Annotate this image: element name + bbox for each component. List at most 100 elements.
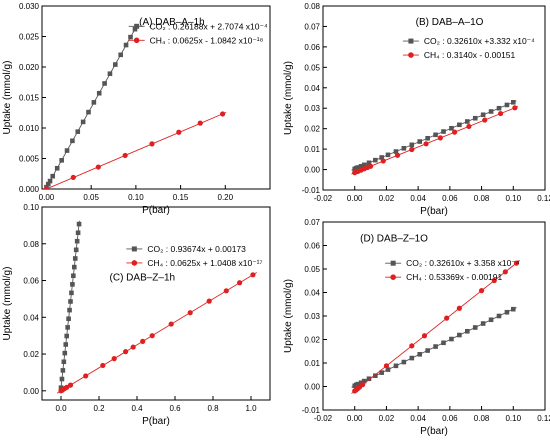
y-tick-label: 0.01 xyxy=(304,145,320,154)
ch4-legend-marker xyxy=(131,260,138,266)
y-tick-label: 0.015 xyxy=(19,94,40,103)
y-axis-label: Uptake (mmol/g) xyxy=(2,61,13,135)
ch4-data-point xyxy=(466,123,472,130)
x-tick-label: 0.02 xyxy=(379,414,395,423)
plot-area xyxy=(56,220,257,394)
co2-data-point xyxy=(379,155,384,160)
panel-d: -0.02 0.00 0.02 0.04 0.06 0.08 0.10 0.12 -0.01 0.… xyxy=(283,218,550,437)
co2-data-point xyxy=(59,376,65,382)
plot-frame xyxy=(41,206,271,401)
ch4-legend-label: CH₄ : 0.53369x - 0.00191 xyxy=(406,272,502,282)
ch4-data-point xyxy=(367,163,374,169)
ch4-data-point xyxy=(168,321,174,327)
plot-frame xyxy=(322,221,546,411)
co2-data-point xyxy=(59,158,64,163)
ch4-data-point xyxy=(43,186,50,189)
y-tick-label: 0.00 xyxy=(23,387,39,396)
co2-data-point xyxy=(379,370,384,375)
y-axis-label: Uptake (mmol/g) xyxy=(2,267,13,341)
ch4-data-point xyxy=(122,152,128,159)
y-tick-label: 0.05 xyxy=(304,265,320,274)
x-tick-label: 0.10 xyxy=(505,194,521,203)
ch4-data-point xyxy=(513,260,520,266)
co2-data-point xyxy=(496,105,502,111)
co2-data-point xyxy=(465,328,470,334)
co2-legend-label: CO₂ : 0.26188x + 2.7074 x10⁻⁴ xyxy=(150,21,268,31)
y-tick-label: 0.10 xyxy=(23,203,39,212)
x-tick-label: 0.02 xyxy=(379,194,395,203)
ch4-legend-label: CH₄ : 0.3140x - 0.00151 xyxy=(424,50,516,60)
co2-data-point xyxy=(510,306,516,312)
co2-data-point xyxy=(65,325,70,330)
ch4-legend-label: CH₄ : 0.0625x + 1.0408 x10⁻¹⁷ xyxy=(147,258,262,268)
ch4-data-point xyxy=(176,129,182,135)
ch4-data-point xyxy=(383,363,390,369)
co2-data-point xyxy=(355,165,361,170)
x-axis-label: P(bar) xyxy=(142,416,170,427)
ch4-data-point xyxy=(394,152,401,158)
y-tick-label: 0.06 xyxy=(304,242,320,251)
x-tick-label: 0.08 xyxy=(474,414,490,423)
panel-title: (D) DAB–Z–1O xyxy=(360,233,428,244)
co2-data-point xyxy=(73,247,79,253)
co2-data-point xyxy=(361,378,367,384)
co2-legend-marker xyxy=(134,23,140,29)
y-tick-label: -0.01 xyxy=(302,406,321,415)
co2-data-point xyxy=(417,139,423,144)
x-tick-label: 0.4 xyxy=(131,404,143,413)
y-tick-label: 0.01 xyxy=(304,359,320,368)
ch4-data-point xyxy=(380,158,386,164)
co2-data-point xyxy=(63,342,69,347)
co2-data-point xyxy=(457,122,462,128)
ch4-data-point xyxy=(187,310,193,316)
ch4-legend-marker xyxy=(408,52,414,58)
ch4-data-point xyxy=(237,280,243,286)
co2-data-point xyxy=(504,102,510,108)
ch4-data-point xyxy=(502,269,508,275)
x-tick-label: -0.02 xyxy=(314,414,333,423)
co2-data-point xyxy=(71,273,76,279)
co2-data-point xyxy=(409,355,415,361)
y-tick-label: 0.08 xyxy=(23,240,39,249)
x-tick-label: 0.05 xyxy=(83,193,99,202)
co2-data-point xyxy=(480,112,486,118)
x-tick-label: 0.20 xyxy=(218,193,234,202)
plot-area xyxy=(351,260,520,394)
ch4-data-point xyxy=(498,110,504,117)
ch4-legend-marker xyxy=(390,274,396,281)
co2-data-point xyxy=(61,359,67,365)
co2-data-point xyxy=(393,149,399,154)
co2-legend-marker xyxy=(408,38,414,44)
co2-data-point xyxy=(118,52,123,58)
co2-data-point xyxy=(472,115,478,121)
co2-legend-marker xyxy=(390,260,396,266)
co2-data-point xyxy=(68,299,73,304)
ch4-legend-label: CH₄ : 0.0625x - 1.0842 x10⁻¹⁸ xyxy=(150,35,264,45)
ch4-data-point xyxy=(482,117,488,123)
ch4-fit-line xyxy=(351,260,520,394)
co2-legend-marker xyxy=(131,246,137,252)
co2-data-point xyxy=(50,173,56,179)
panel-title: (A) DAB–A–1h xyxy=(139,17,205,28)
co2-data-point xyxy=(425,348,430,353)
co2-data-point xyxy=(401,359,407,365)
co2-data-point xyxy=(510,99,516,105)
ch4-data-point xyxy=(149,333,155,339)
ch4-data-point xyxy=(123,349,129,355)
co2-data-point xyxy=(60,368,66,373)
ch4-data-point xyxy=(491,277,497,284)
y-tick-label: 0.04 xyxy=(23,313,39,322)
x-tick-label: 0.12 xyxy=(537,194,550,203)
co2-data-point xyxy=(401,145,407,151)
y-tick-label: 0.07 xyxy=(304,22,320,31)
y-tick-label: 0.06 xyxy=(23,277,39,286)
co2-data-point xyxy=(425,135,430,141)
co2-data-point xyxy=(76,221,82,227)
co2-data-point xyxy=(54,165,60,171)
co2-data-point xyxy=(107,71,113,77)
ch4-data-point xyxy=(478,288,485,294)
panel-c: 0.0 0.2 0.4 0.6 0.8 1.0 0.00 0.02 0.04 0.06 0.08 0.… xyxy=(2,203,271,427)
y-tick-label: 0.04 xyxy=(304,289,320,298)
x-tick-label: 0.00 xyxy=(347,414,363,423)
